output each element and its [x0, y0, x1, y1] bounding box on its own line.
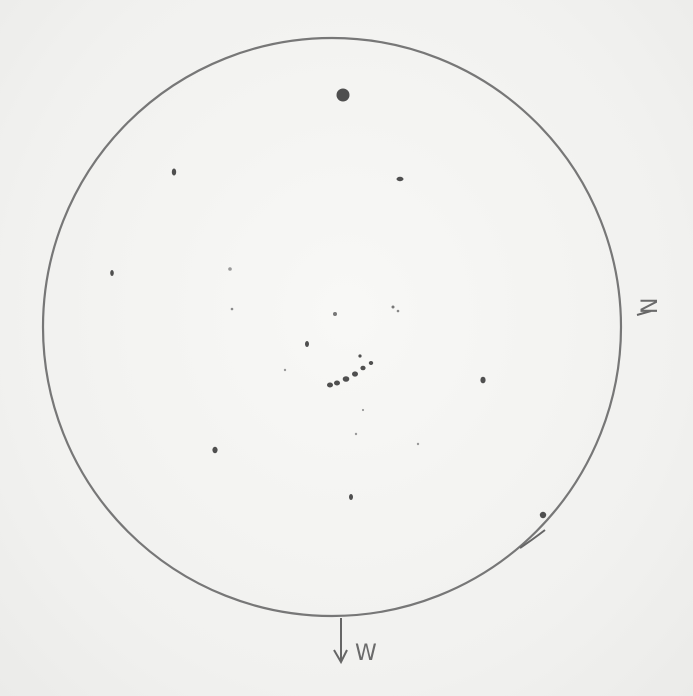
central-star-cluster [327, 361, 374, 388]
west-indicator: W [333, 618, 377, 666]
star [228, 267, 232, 271]
bright-star [336, 88, 350, 102]
star [283, 368, 287, 372]
west-arrow-head [333, 649, 348, 665]
west-label: W [355, 641, 377, 666]
star [334, 380, 340, 386]
star [391, 305, 395, 309]
star [416, 442, 420, 446]
star [230, 307, 234, 311]
star [342, 376, 350, 382]
star [305, 341, 309, 347]
north-indicator: N [636, 298, 663, 316]
star-field [110, 88, 547, 519]
star [360, 365, 366, 371]
star [361, 408, 365, 412]
north-label: N [638, 298, 663, 314]
star [396, 309, 400, 313]
star [358, 354, 362, 358]
star [349, 494, 353, 500]
star [171, 168, 177, 176]
star [354, 432, 358, 436]
star [396, 176, 404, 182]
star [352, 371, 358, 377]
star [480, 376, 486, 384]
star [327, 382, 333, 388]
star [212, 446, 218, 454]
field-of-view-circle [41, 36, 623, 618]
north-tick [636, 310, 652, 316]
star [368, 361, 374, 365]
edge-mark [519, 529, 546, 549]
star [333, 312, 337, 316]
star [110, 270, 114, 276]
star [539, 511, 547, 519]
